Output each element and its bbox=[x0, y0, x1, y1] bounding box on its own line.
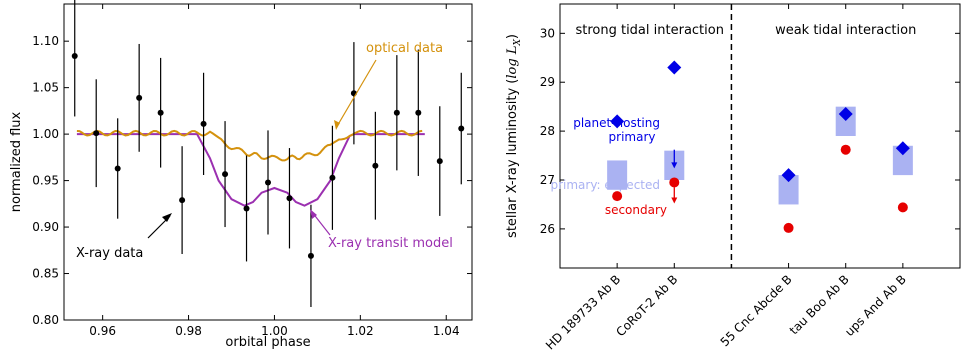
data-point bbox=[286, 195, 293, 202]
secondary-marker bbox=[612, 191, 623, 202]
x-tick-label: CoRoT-2 Ab B bbox=[613, 272, 680, 339]
data-point bbox=[415, 109, 422, 116]
primary-marker bbox=[781, 168, 796, 183]
annotation-arrowhead-model bbox=[310, 209, 317, 219]
series-line-xray-transit-model bbox=[76, 133, 425, 207]
secondary-marker bbox=[897, 202, 908, 213]
y-tick-label: 0.80 bbox=[32, 313, 59, 327]
data-point bbox=[93, 130, 100, 137]
x-tick-label: 1.04 bbox=[433, 324, 460, 338]
secondary-marker bbox=[840, 144, 851, 155]
x-tick-label: 0.98 bbox=[175, 324, 202, 338]
primary-marker bbox=[895, 141, 910, 156]
annotation-xray-data: X-ray data bbox=[76, 246, 143, 261]
data-point bbox=[372, 162, 379, 169]
label-primary-line2: primary bbox=[609, 130, 656, 144]
series-line-optical-data bbox=[76, 129, 423, 162]
y-tick-label: 0.85 bbox=[32, 267, 59, 281]
plot-frame bbox=[559, 3, 961, 269]
data-point bbox=[307, 252, 314, 259]
y-tick-label: 1.05 bbox=[32, 81, 59, 95]
data-point bbox=[458, 125, 465, 132]
primary-marker bbox=[667, 60, 682, 75]
y-tick-label: 0.95 bbox=[32, 174, 59, 188]
x-tick-label: 55 Cnc Abcde B bbox=[718, 272, 795, 349]
data-point bbox=[265, 179, 271, 186]
primary-marker bbox=[838, 107, 853, 121]
upper-limit-arrowhead bbox=[671, 197, 678, 204]
data-point bbox=[200, 120, 207, 127]
luminosity-chart: 26 27 28 29 30 stellar X-ray luminosity (log … bbox=[505, 3, 961, 350]
y-axis-label: stellar X-ray luminosity (log LX) bbox=[505, 34, 523, 238]
y-tick-label: 29 bbox=[540, 75, 555, 89]
plot-frame bbox=[63, 3, 473, 321]
secondary-marker bbox=[783, 222, 794, 233]
label-expected: primary: expected bbox=[550, 178, 660, 192]
annotation-arrowhead-xray bbox=[162, 213, 172, 222]
data-point bbox=[436, 158, 443, 165]
data-point bbox=[179, 197, 186, 204]
group-label-weak: weak tidal interaction bbox=[775, 23, 916, 38]
upper-limit-arrowhead bbox=[671, 162, 678, 169]
expected-range-box bbox=[778, 175, 799, 205]
x-tick-label: HD 189733 Ab B bbox=[543, 272, 623, 350]
data-point bbox=[71, 53, 78, 60]
data-point bbox=[157, 109, 164, 116]
data-point bbox=[222, 171, 229, 178]
annotation-arrowhead-optical bbox=[334, 120, 340, 130]
y-axis-label: normalized flux bbox=[9, 111, 24, 212]
annotation-optical-data: optical data bbox=[366, 41, 443, 56]
data-point bbox=[329, 174, 336, 181]
data-point bbox=[136, 94, 143, 101]
x-tick-label: 0.96 bbox=[89, 324, 116, 338]
y-tick-label: 1.10 bbox=[32, 34, 59, 48]
annotation-arrow-optical bbox=[335, 59, 377, 129]
expected-range-box bbox=[892, 145, 913, 176]
label-secondary: secondary bbox=[605, 203, 667, 217]
x-tick-label: 1.02 bbox=[347, 324, 374, 338]
x-tick-label: 1.00 bbox=[261, 324, 288, 338]
y-tick-label: 27 bbox=[540, 173, 555, 187]
y-tick-label: 28 bbox=[540, 124, 555, 138]
y-tick-label: 26 bbox=[540, 222, 555, 236]
data-point bbox=[114, 165, 121, 172]
x-tick-label: tau Boo Ab B bbox=[787, 272, 852, 337]
data-point bbox=[393, 109, 400, 116]
y-tick-label: 30 bbox=[540, 26, 555, 40]
label-primary-line1: planet-hosting bbox=[573, 116, 660, 130]
y-tick-label: 1.00 bbox=[32, 127, 59, 141]
y-tick-label: 0.90 bbox=[32, 220, 59, 234]
secondary-marker bbox=[669, 177, 680, 188]
expected-range-box bbox=[607, 160, 628, 190]
group-label-strong: strong tidal interaction bbox=[575, 23, 723, 38]
data-point bbox=[243, 205, 250, 212]
annotation-xray-transit-model: X-ray transit model bbox=[328, 236, 453, 251]
x-tick-label: ups And Ab B bbox=[842, 272, 909, 339]
primary-marker bbox=[610, 114, 625, 129]
flux-chart: 0.96 0.98 1.00 1.02 1.04 0.80 0.85 0.90 0.95 1.00… bbox=[9, 0, 473, 350]
x-axis-label: orbital phase bbox=[225, 335, 310, 350]
